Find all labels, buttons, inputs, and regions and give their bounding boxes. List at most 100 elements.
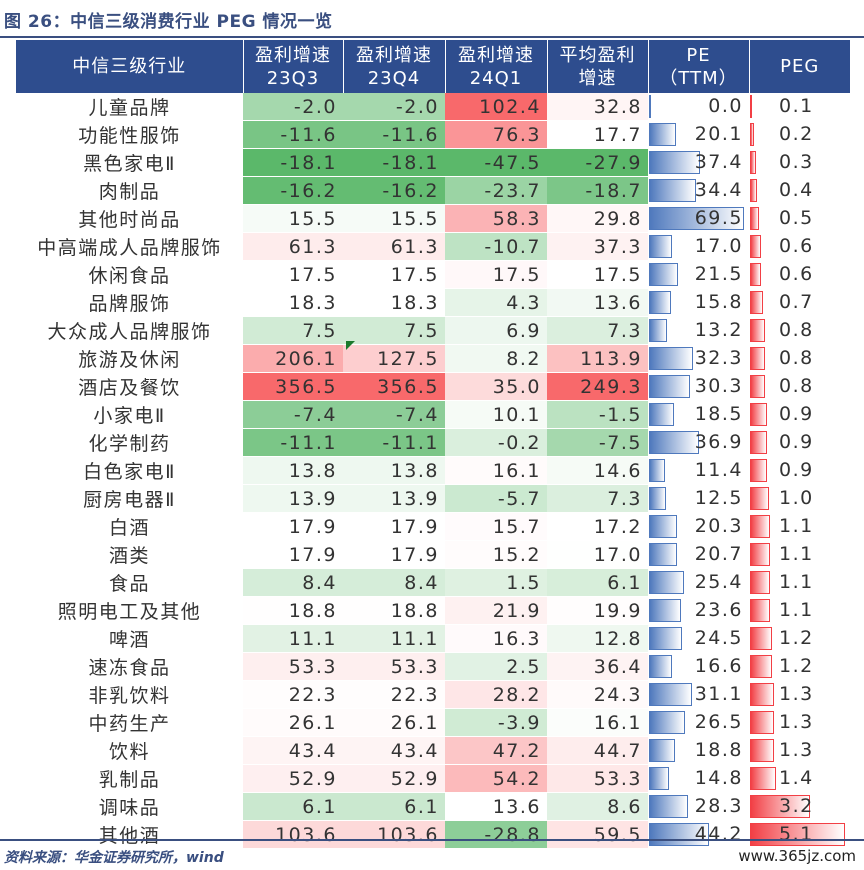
industry-name: 白酒 bbox=[16, 512, 243, 541]
peg-data-bar bbox=[750, 123, 754, 146]
pe-value: 36.9 bbox=[694, 431, 743, 453]
table-row: 乳制品 52.9 52.9 54.2 53.3 14.8 1.4 bbox=[16, 764, 850, 793]
pe-value: 21.5 bbox=[694, 263, 743, 285]
pe-cell: 14.8 bbox=[648, 764, 749, 793]
industry-name: 啤酒 bbox=[16, 624, 243, 653]
pe-data-bar bbox=[649, 767, 670, 790]
pe-cell: 20.7 bbox=[648, 540, 749, 569]
growth-cell-q3: 53.3 bbox=[243, 652, 343, 681]
industry-name: 品牌服饰 bbox=[16, 288, 243, 317]
industry-name: 化学制药 bbox=[16, 428, 243, 457]
growth-cell-q3: 18.8 bbox=[243, 596, 343, 625]
peg-value: 0.8 bbox=[779, 347, 814, 369]
growth-cell-q4: 7.5 bbox=[343, 316, 445, 345]
pe-cell: 11.4 bbox=[648, 456, 749, 485]
growth-cell-avg: 17.2 bbox=[547, 512, 648, 541]
growth-cell-q4: -11.6 bbox=[343, 120, 445, 149]
pe-data-bar bbox=[649, 235, 673, 258]
pe-cell: 23.6 bbox=[648, 596, 749, 625]
growth-cell-q1: 16.1 bbox=[445, 456, 547, 485]
peg-data-bar bbox=[750, 263, 762, 286]
growth-cell-q4: 103.6 bbox=[343, 820, 445, 849]
growth-cell-q1: 102.4 bbox=[445, 93, 547, 121]
growth-cell-q4: 61.3 bbox=[343, 232, 445, 261]
pe-data-bar bbox=[649, 403, 675, 426]
peg-cell: 0.6 bbox=[749, 232, 850, 261]
growth-cell-q4: 6.1 bbox=[343, 792, 445, 821]
pe-data-bar bbox=[649, 795, 688, 818]
growth-cell-q1: 47.2 bbox=[445, 736, 547, 765]
column-header: 盈利增速 23Q4 bbox=[343, 40, 446, 93]
growth-cell-q4: 52.9 bbox=[343, 764, 445, 793]
table-row: 调味品 6.1 6.1 13.6 8.6 28.3 3.2 bbox=[16, 792, 850, 821]
peg-data-bar bbox=[750, 683, 775, 706]
peg-data-bar bbox=[750, 515, 771, 538]
pe-value: 30.3 bbox=[694, 375, 743, 397]
pe-data-bar bbox=[649, 711, 686, 734]
industry-name: 厨房电器Ⅱ bbox=[16, 484, 243, 513]
growth-cell-avg: 13.6 bbox=[547, 288, 648, 317]
pe-cell: 0.0 bbox=[648, 93, 749, 121]
industry-name: 速冻食品 bbox=[16, 652, 243, 681]
peg-cell: 0.4 bbox=[749, 176, 850, 205]
growth-cell-q1: 10.1 bbox=[445, 400, 547, 429]
peg-cell: 1.3 bbox=[749, 680, 850, 709]
growth-cell-avg: 19.9 bbox=[547, 596, 648, 625]
table-row: 中高端成人品牌服饰 61.3 61.3 -10.7 37.3 17.0 0.6 bbox=[16, 232, 850, 261]
growth-cell-q4: -16.2 bbox=[343, 176, 445, 205]
table-row: 酒店及餐饮 356.5 356.5 35.0 249.3 30.3 0.8 bbox=[16, 372, 850, 401]
table-row: 白色家电Ⅱ 13.8 13.8 16.1 14.6 11.4 0.9 bbox=[16, 456, 850, 485]
peg-data-bar bbox=[750, 179, 758, 202]
growth-cell-q3: 17.9 bbox=[243, 540, 343, 569]
peg-cell: 1.0 bbox=[749, 484, 850, 513]
growth-cell-avg: 6.1 bbox=[547, 568, 648, 597]
peg-data-bar bbox=[750, 347, 765, 370]
growth-cell-avg: -27.9 bbox=[547, 148, 648, 177]
growth-cell-avg: 29.8 bbox=[547, 204, 648, 233]
peg-data-bar bbox=[750, 403, 767, 426]
growth-cell-avg: 8.6 bbox=[547, 792, 648, 821]
growth-cell-q1: 28.2 bbox=[445, 680, 547, 709]
growth-cell-q3: -7.4 bbox=[243, 400, 343, 429]
peg-cell: 1.2 bbox=[749, 624, 850, 653]
growth-cell-avg: -18.7 bbox=[547, 176, 648, 205]
comment-flag-icon bbox=[346, 341, 355, 350]
peg-value: 0.2 bbox=[779, 123, 814, 145]
peg-data-bar bbox=[750, 431, 767, 454]
growth-cell-q3: -18.1 bbox=[243, 148, 343, 177]
growth-cell-q1: -23.7 bbox=[445, 176, 547, 205]
pe-value: 11.4 bbox=[694, 459, 743, 481]
growth-cell-q3: 26.1 bbox=[243, 708, 343, 737]
pe-value: 69.5 bbox=[694, 207, 743, 229]
industry-name: 调味品 bbox=[16, 792, 243, 821]
peg-value: 5.1 bbox=[779, 823, 814, 845]
table-row: 速冻食品 53.3 53.3 2.5 36.4 16.6 1.2 bbox=[16, 652, 850, 681]
pe-cell: 12.5 bbox=[648, 484, 749, 513]
growth-cell-avg: 16.1 bbox=[547, 708, 648, 737]
industry-name: 黑色家电Ⅱ bbox=[16, 148, 243, 177]
table-row: 品牌服饰 18.3 18.3 4.3 13.6 15.8 0.7 bbox=[16, 288, 850, 317]
industry-name: 肉制品 bbox=[16, 176, 243, 205]
table-row: 饮料 43.4 43.4 47.2 44.7 18.8 1.3 bbox=[16, 736, 850, 765]
growth-cell-q3: 7.5 bbox=[243, 316, 343, 345]
growth-cell-q1: 21.9 bbox=[445, 596, 547, 625]
peg-value: 1.1 bbox=[779, 599, 814, 621]
growth-cell-avg: -7.5 bbox=[547, 428, 648, 457]
industry-name: 食品 bbox=[16, 568, 243, 597]
pe-data-bar bbox=[649, 95, 651, 118]
pe-data-bar bbox=[649, 459, 665, 482]
growth-cell-q1: 15.2 bbox=[445, 540, 547, 569]
industry-name: 小家电Ⅱ bbox=[16, 400, 243, 429]
pe-data-bar bbox=[649, 375, 691, 398]
growth-cell-q1: 16.3 bbox=[445, 624, 547, 653]
table-row: 厨房电器Ⅱ 13.9 13.9 -5.7 7.3 12.5 1.0 bbox=[16, 484, 850, 513]
table-body: 儿童品牌 -2.0 -2.0 102.4 32.8 0.0 0.1 功能性服饰 -11.6 -11… bbox=[16, 93, 850, 849]
industry-name: 其他时尚品 bbox=[16, 204, 243, 233]
growth-cell-q4: 17.9 bbox=[343, 512, 445, 541]
peg-cell: 1.4 bbox=[749, 764, 850, 793]
growth-cell-q1: 4.3 bbox=[445, 288, 547, 317]
peg-cell: 1.1 bbox=[749, 596, 850, 625]
growth-cell-q4: 22.3 bbox=[343, 680, 445, 709]
growth-cell-avg: 17.7 bbox=[547, 120, 648, 149]
growth-cell-q3: 356.5 bbox=[243, 372, 343, 401]
